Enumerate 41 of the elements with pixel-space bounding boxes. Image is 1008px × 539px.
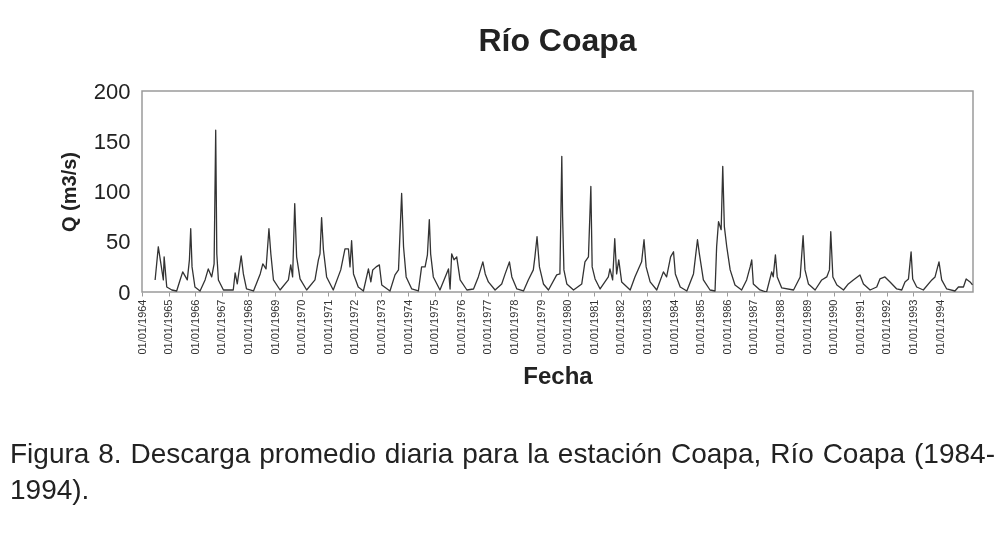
x-tick-label: 01/01/1992: [880, 299, 893, 355]
x-tick-label: 01/01/1964: [135, 299, 148, 355]
x-tick-label: 01/01/1968: [241, 299, 254, 355]
x-tick-label: 01/01/1971: [321, 299, 334, 355]
x-tick-label: 01/01/1991: [853, 299, 866, 355]
x-tick-label: 01/01/1978: [507, 299, 520, 355]
x-tick-label: 01/01/1979: [534, 299, 547, 355]
x-tick-label: 01/01/1990: [827, 299, 840, 355]
x-tick-label: 01/01/1989: [800, 299, 813, 355]
y-tick-label: 200: [93, 78, 131, 104]
x-tick-label: 01/01/1988: [773, 299, 786, 355]
x-tick-label: 01/01/1974: [401, 299, 414, 355]
x-tick-label: 01/01/1986: [720, 299, 733, 355]
x-tick-label: 01/01/1981: [587, 299, 600, 355]
x-tick-label: 01/01/1984: [667, 299, 680, 355]
x-tick-label: 01/01/1980: [561, 299, 574, 355]
chart-title: Río Coapa: [478, 22, 637, 58]
y-axis-title: Q (m3/s): [57, 151, 80, 233]
x-axis-title: Fecha: [523, 361, 594, 389]
x-tick-label: 01/01/1966: [188, 299, 201, 355]
x-tick-label: 01/01/1973: [374, 299, 387, 355]
x-tick-label: 01/01/1975: [428, 299, 441, 355]
x-tick-label: 01/01/1983: [640, 299, 653, 355]
x-tick-label: 01/01/1985: [694, 299, 707, 355]
y-tick-label: 150: [93, 128, 131, 154]
x-tick-label: 01/01/1970: [295, 299, 308, 355]
x-tick-label: 01/01/1987: [747, 299, 760, 355]
x-tick-label: 01/01/1969: [268, 299, 281, 355]
x-tick-label: 01/01/1967: [215, 299, 228, 355]
y-tick-label: 50: [106, 229, 131, 255]
x-tick-label: 01/01/1994: [933, 299, 946, 355]
y-tick-label: 100: [93, 179, 131, 204]
x-tick-label: 01/01/1972: [348, 299, 361, 355]
x-tick-label: 01/01/1976: [454, 299, 467, 355]
y-tick-label: 0: [118, 279, 131, 305]
x-tick-label: 01/01/1965: [162, 299, 175, 355]
x-tick-label: 01/01/1982: [614, 299, 627, 355]
text: Figura 8. Descarga promedio diaria para la estación Coapa, Río Coapa (1984-1994).: [10, 437, 995, 507]
x-tick-label: 01/01/1993: [907, 299, 919, 355]
x-tick-label: 01/01/1977: [481, 299, 494, 355]
line-series: [154, 129, 973, 292]
